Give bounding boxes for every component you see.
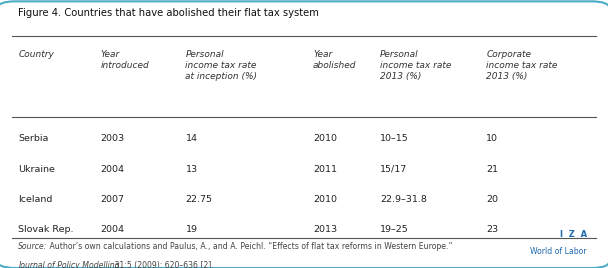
Text: Serbia: Serbia <box>18 134 49 143</box>
Text: 2013: 2013 <box>313 225 337 234</box>
Text: 2010: 2010 <box>313 195 337 204</box>
Text: 21: 21 <box>486 165 499 173</box>
Text: I  Z  A: I Z A <box>559 230 587 239</box>
Text: Personal
income tax rate
2013 (%): Personal income tax rate 2013 (%) <box>380 50 451 81</box>
Text: 14: 14 <box>185 134 198 143</box>
Text: Country: Country <box>18 50 54 59</box>
Text: 19: 19 <box>185 225 198 234</box>
Text: 2004: 2004 <box>100 225 124 234</box>
Text: Source:: Source: <box>18 242 47 251</box>
Text: Author’s own calculations and Paulus, A., and A. Peichl. “Effects of flat tax re: Author’s own calculations and Paulus, A.… <box>47 242 452 251</box>
Text: 2003: 2003 <box>100 134 125 143</box>
Text: 2010: 2010 <box>313 134 337 143</box>
Text: Year
introduced: Year introduced <box>100 50 149 70</box>
Text: 19–25: 19–25 <box>380 225 409 234</box>
Text: 2004: 2004 <box>100 165 124 173</box>
Text: 23: 23 <box>486 225 499 234</box>
Text: 22.75: 22.75 <box>185 195 212 204</box>
Text: 10: 10 <box>486 134 499 143</box>
Text: 13: 13 <box>185 165 198 173</box>
Text: Corporate
income tax rate
2013 (%): Corporate income tax rate 2013 (%) <box>486 50 558 81</box>
Text: 15/17: 15/17 <box>380 165 407 173</box>
Text: Iceland: Iceland <box>18 195 53 204</box>
Text: 20: 20 <box>486 195 499 204</box>
Text: 2011: 2011 <box>313 165 337 173</box>
Text: Figure 4. Countries that have abolished their flat tax system: Figure 4. Countries that have abolished … <box>18 8 319 17</box>
Text: Year
abolished: Year abolished <box>313 50 357 70</box>
Text: Personal
income tax rate
at inception (%): Personal income tax rate at inception (%… <box>185 50 257 81</box>
Text: Ukraine: Ukraine <box>18 165 55 173</box>
Text: 22.9–31.8: 22.9–31.8 <box>380 195 427 204</box>
Text: World of Labor: World of Labor <box>530 247 587 256</box>
Text: 10–15: 10–15 <box>380 134 409 143</box>
Text: 31:5 (2009): 620–636 [2].: 31:5 (2009): 620–636 [2]. <box>112 261 214 268</box>
Text: Journal of Policy Modelling: Journal of Policy Modelling <box>18 261 120 268</box>
Text: 2007: 2007 <box>100 195 124 204</box>
Text: Slovak Rep.: Slovak Rep. <box>18 225 74 234</box>
